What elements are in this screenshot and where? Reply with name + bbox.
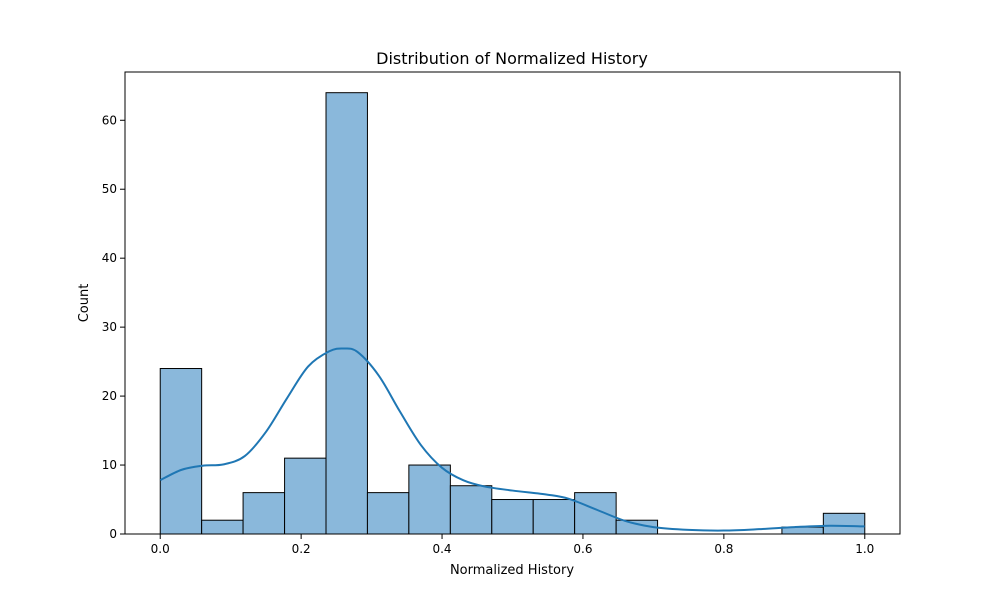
x-tick-label: 0.6 [573, 542, 592, 556]
histogram-bar [242, 492, 286, 535]
x-tick-label: 1.0 [855, 542, 874, 556]
y-axis-ticks: 0 10 20 30 40 50 60 [102, 113, 125, 541]
y-tick-label: 60 [102, 113, 117, 127]
histogram-bar [491, 499, 534, 535]
histogram-bar [201, 519, 244, 535]
plot-frame [124, 71, 901, 535]
chart-title: Distribution of Normalized History [376, 49, 648, 68]
y-tick-label: 30 [102, 320, 117, 334]
histogram-bar [532, 499, 576, 535]
histogram-bar [366, 492, 410, 535]
histogram-bar [574, 492, 617, 535]
histogram-bar [284, 457, 327, 535]
kde-curve [159, 347, 865, 532]
x-tick-label: 0.2 [292, 542, 311, 556]
y-axis-label: Count [77, 284, 92, 323]
x-tick-label: 0.4 [432, 542, 451, 556]
y-tick-label: 0 [109, 527, 117, 541]
y-tick-label: 10 [102, 458, 117, 472]
x-axis-ticks: 0.0 0.2 0.4 0.6 0.8 1.0 [151, 534, 874, 556]
bars-group [159, 92, 866, 535]
histogram-bar [325, 92, 368, 535]
x-tick-label: 0.0 [151, 542, 170, 556]
histogram-bar [822, 512, 866, 535]
y-tick-label: 20 [102, 389, 117, 403]
y-tick-label: 50 [102, 182, 117, 196]
histogram-bar [159, 368, 203, 535]
y-tick-label: 40 [102, 251, 117, 265]
histogram-bar [449, 485, 493, 535]
histogram-bar [408, 464, 451, 535]
x-axis-label: Normalized History [450, 563, 574, 578]
x-tick-label: 0.8 [714, 542, 733, 556]
